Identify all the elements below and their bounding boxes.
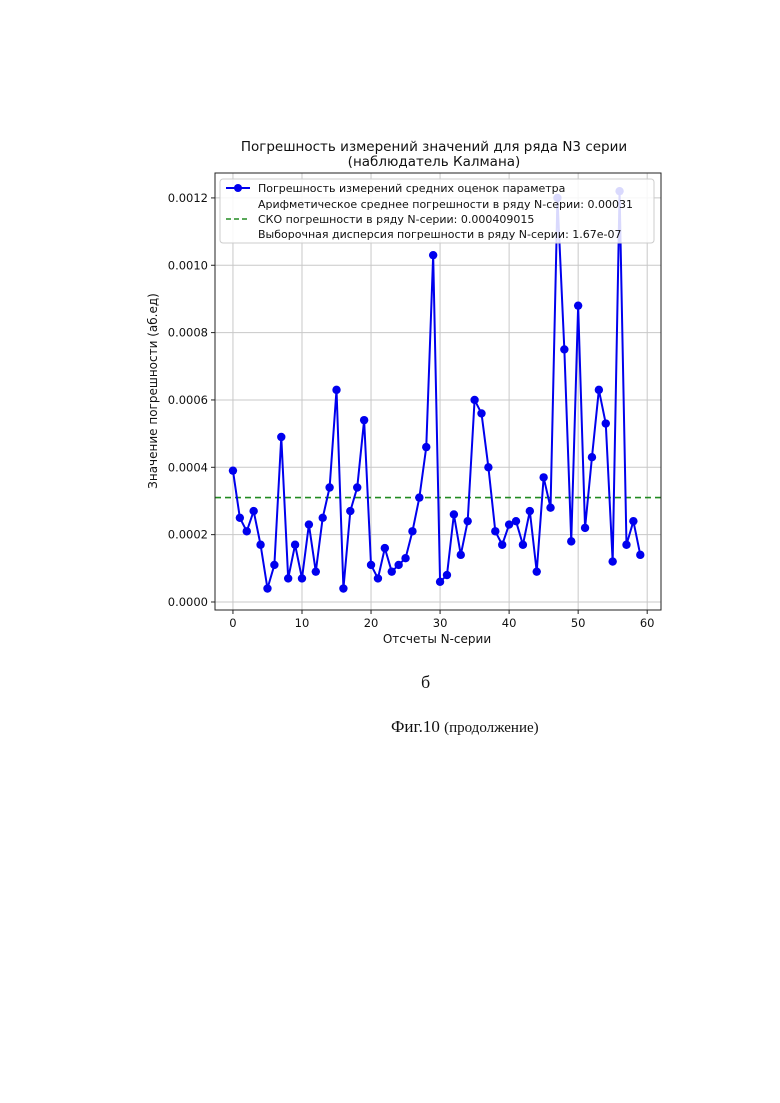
chart-title: Погрешность измерений значений для ряда … — [241, 139, 627, 155]
data-point — [290, 540, 300, 549]
data-point — [560, 345, 569, 354]
data-point — [394, 560, 403, 570]
data-point — [373, 574, 383, 583]
data-point — [277, 432, 286, 442]
legend-entry: Погрешность измерений средних оценок пар… — [258, 182, 565, 195]
data-point — [546, 503, 555, 512]
y-tick-label: 0.0002 — [168, 528, 208, 542]
data-point — [428, 250, 438, 260]
data-point — [366, 560, 376, 570]
data-point — [380, 543, 390, 553]
data-point — [311, 567, 320, 576]
y-tick-label: 0.0004 — [168, 460, 208, 474]
y-tick-label: 0.0006 — [168, 393, 208, 407]
data-point — [235, 513, 245, 523]
data-point — [263, 584, 272, 593]
x-tick-label: 60 — [640, 616, 655, 630]
data-point — [442, 570, 452, 580]
axes-frame — [214, 172, 662, 611]
figure-caption: Фиг.10 (продолжение) — [391, 717, 539, 737]
data-point — [242, 527, 251, 536]
legend-entry: СКО погрешности в ряду N-серии: 0.000409… — [258, 213, 534, 226]
data-point — [325, 483, 334, 492]
data-point — [601, 419, 610, 428]
figure-label: Фиг.10 — [391, 717, 440, 736]
data-point — [463, 516, 472, 526]
legend-entry: Арифметическое среднее погрешности в ряд… — [258, 198, 633, 211]
x-tick-label: 0 — [229, 616, 236, 630]
data-point — [346, 506, 355, 516]
data-point — [498, 540, 507, 549]
x-tick-label: 50 — [571, 616, 586, 630]
data-point — [567, 537, 576, 546]
x-tick-label: 40 — [502, 616, 517, 630]
y-axis-label: Значение погрешности (аб.ед) — [146, 293, 160, 489]
data-point — [511, 516, 521, 526]
chart-subtitle: (наблюдатель Калмана) — [348, 154, 521, 170]
data-point — [456, 550, 465, 560]
ticks: 0 10 20 30 40 50 60 0.0000 0.0002 0.0004 0.0006 0.0… — [168, 191, 655, 630]
x-tick-label: 10 — [295, 616, 310, 630]
data-point — [573, 301, 583, 310]
data-point — [636, 550, 645, 560]
data-point — [408, 527, 417, 536]
data-point — [332, 385, 341, 395]
data-point — [449, 510, 459, 519]
subfigure-letter: б — [421, 672, 431, 692]
data-point — [256, 540, 265, 549]
x-tick-label: 30 — [433, 616, 448, 630]
data-point — [470, 395, 479, 405]
data-point — [580, 523, 590, 533]
legend-box — [219, 178, 655, 244]
data-point — [477, 409, 486, 418]
legend-marker-icon — [234, 184, 242, 192]
data-point — [353, 483, 362, 492]
error-series-line — [231, 190, 642, 590]
data-point — [622, 540, 631, 549]
data-point — [491, 527, 500, 536]
x-axis-label: Отсчеты N-серии — [383, 632, 491, 646]
data-point — [228, 466, 238, 475]
data-point — [249, 506, 258, 516]
data-point — [339, 584, 348, 593]
data-point — [435, 577, 445, 586]
data-point — [318, 513, 327, 523]
data-point — [415, 493, 424, 502]
data-point — [387, 567, 396, 576]
data-point — [594, 385, 604, 395]
data-point — [608, 557, 617, 566]
data-point — [539, 473, 548, 482]
data-point — [504, 520, 514, 529]
legend: Погрешность измерений средних оценок пар… — [219, 178, 655, 244]
data-point — [304, 520, 314, 529]
x-tick-label: 20 — [364, 616, 379, 630]
y-tick-label: 0.0010 — [168, 258, 208, 272]
data-point — [532, 567, 541, 576]
figure-note: (продолжение) — [444, 720, 539, 736]
data-point — [401, 554, 410, 563]
y-tick-label: 0.0000 — [168, 595, 208, 609]
legend-entry: Выборочная дисперсия погрешности в ряду … — [258, 228, 622, 241]
data-point — [587, 452, 597, 462]
series-layer — [228, 186, 645, 593]
data-point — [359, 415, 369, 425]
data-point — [297, 574, 307, 583]
data-point — [484, 463, 493, 472]
data-point — [270, 560, 279, 570]
data-point — [525, 506, 535, 516]
y-tick-label: 0.0012 — [168, 191, 208, 205]
data-point — [629, 516, 638, 526]
data-point — [283, 574, 293, 583]
y-tick-label: 0.0008 — [168, 326, 208, 340]
data-point — [422, 442, 431, 452]
data-point — [518, 540, 528, 549]
